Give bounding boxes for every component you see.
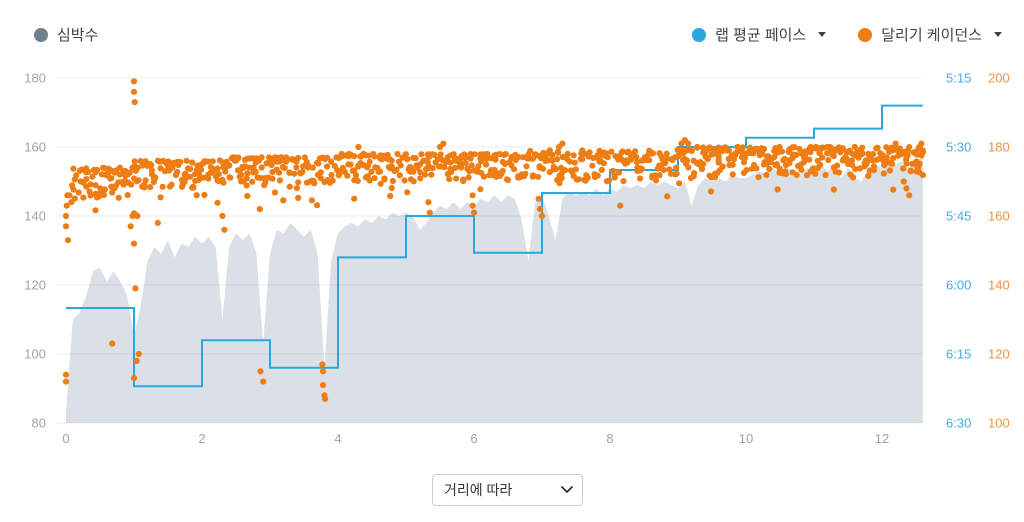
x-axis-mode-select-wrap: 거리에 따라 <box>432 474 583 506</box>
cadence-dots <box>62 78 927 402</box>
hr-axis-tick: 80 <box>32 416 46 431</box>
pace-axis-tick: 5:15 <box>946 71 971 86</box>
heart-rate-area <box>66 157 923 423</box>
hr-axis-tick: 180 <box>24 71 46 86</box>
hr-axis-tick: 100 <box>24 347 46 362</box>
pace-dropdown-caret-icon <box>818 32 827 37</box>
pace-axis-tick: 5:45 <box>946 209 971 224</box>
pace-legend-label: 랩 평균 페이스 <box>715 27 807 44</box>
cadence-dropdown-caret-icon <box>994 32 1002 37</box>
legend-cadence-selector[interactable]: 달리기 케이던스 <box>858 24 1002 45</box>
heart-rate-legend-dot <box>34 27 48 42</box>
pace-axis-tick: 6:00 <box>946 278 971 293</box>
x-axis-tick: 0 <box>62 431 69 446</box>
x-axis-tick: 2 <box>198 431 205 446</box>
pace-axis-tick: 6:15 <box>946 347 971 362</box>
pace-axis-tick: 6:30 <box>946 416 971 431</box>
heart-rate-legend-label: 심박수 <box>57 27 99 44</box>
hr-axis-tick: 160 <box>24 140 46 155</box>
legend-pace-selector[interactable]: 랩 평균 페이스 <box>692 24 827 45</box>
x-axis-tick: 12 <box>875 431 889 446</box>
cadence-axis-tick: 160 <box>988 209 1010 224</box>
legend-right-group: 랩 평균 페이스 달리기 케이던스 <box>692 24 1002 45</box>
cadence-legend-label: 달리기 케이던스 <box>881 27 982 44</box>
hr-axis-tick: 140 <box>24 209 46 224</box>
cadence-legend-dot <box>858 27 873 42</box>
x-axis-tick: 8 <box>606 431 613 446</box>
cadence-axis-tick: 180 <box>988 140 1010 155</box>
x-axis-tick: 6 <box>470 431 477 446</box>
cadence-axis-tick: 140 <box>988 278 1010 293</box>
cadence-axis-tick: 120 <box>988 347 1010 362</box>
x-axis-tick: 4 <box>334 431 341 446</box>
legend-heart-rate: 심박수 <box>34 24 98 45</box>
cadence-axis-tick: 100 <box>988 416 1010 431</box>
hr-axis-tick: 120 <box>24 278 46 293</box>
pace-legend-dot <box>692 27 707 42</box>
lap-pace-line <box>66 104 923 388</box>
pace-axis-tick: 5:30 <box>946 140 971 155</box>
x-axis-mode-select[interactable]: 거리에 따라 <box>432 474 583 506</box>
x-axis-tick: 10 <box>739 431 753 446</box>
cadence-axis-tick: 200 <box>988 71 1010 86</box>
